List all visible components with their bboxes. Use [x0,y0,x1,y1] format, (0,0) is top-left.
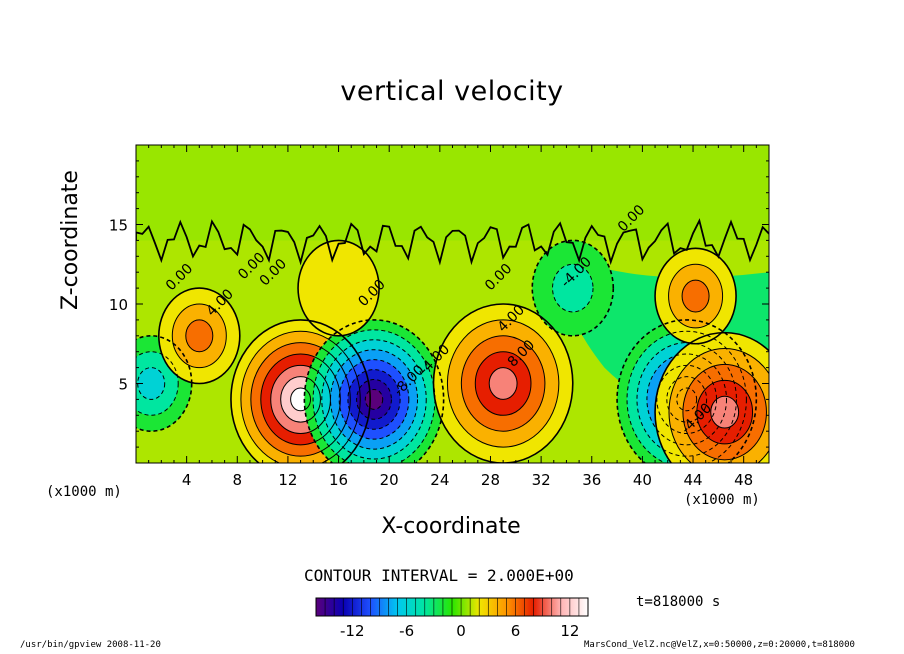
x-tick-label: 36 [582,471,601,489]
contour-3-4 [338,359,410,440]
contour-6-4 [710,395,740,429]
contour-6-2 [682,363,767,461]
contour-4-3 [474,351,532,416]
x-tick-label: 24 [430,471,449,489]
x-tick-label: 44 [683,471,702,489]
x-unit-label-right: (x1000 m) [684,492,760,508]
contour-3-5 [347,369,401,430]
x-tick-label: 40 [633,471,652,489]
contour-3-0 [303,319,445,463]
contour-3-6 [356,379,392,420]
heatmap-field [136,145,769,463]
colorbar: -12 -6 0 6 12 [315,597,589,640]
contour-5-6 [676,387,698,412]
colorbar-tick-label: 12 [560,622,579,640]
x-axis-label-text: X-coordinate [381,514,521,539]
contour-5-5 [666,376,708,423]
contour-6-3 [696,379,754,445]
contour-5-3 [646,353,727,446]
contour-0-1 [136,351,179,416]
contour-9-0 [297,239,380,337]
feature-0-level-2 [137,367,165,400]
contour-5-0 [616,319,758,463]
contour-5-1 [626,330,747,463]
contour-2-0 [230,319,371,463]
contour-8-1 [552,263,594,313]
feature-1-level-2 [185,319,213,352]
contour-3-7 [364,388,384,410]
y-axis-label: Z-coordinate [58,170,83,310]
contour-4-2 [460,335,546,432]
x-unit-label-left: (x1000 m) [46,484,122,500]
feature-7-level-2 [682,280,710,312]
feature-9-level-0 [298,240,380,336]
contour-lines [136,218,769,463]
contour-3-3 [329,349,419,450]
contour-2-4 [270,364,331,434]
footer-right: MarsCond_VelZ.nc@VelZ,x=0:50000,z=0:2000… [584,640,855,650]
time-label: t=818000 s [636,594,721,610]
contour-4-0 [432,303,574,463]
x-tick-label: 8 [233,471,243,489]
contour-2-6 [290,387,312,412]
contour-7-0 [654,247,737,345]
y-tick-label: 15 [109,217,128,235]
upper-band [136,145,769,241]
x-tick-label: 20 [380,471,399,489]
colorbar-tick-label: -12 [340,622,365,640]
x-tick-label: 4 [182,471,192,489]
contour-2-3 [260,353,341,446]
feature-4-level-4 [489,367,518,400]
x-tick-label: 12 [278,471,297,489]
contour-6-0 [654,331,769,463]
y-tick-label: 5 [118,376,128,394]
footer-left: /usr/bin/gpview 2008-11-20 [20,640,161,650]
colorbar-tick-label: -6 [399,622,414,640]
contour-1-1 [171,303,227,369]
x-axis-label: X-coordinate [0,514,904,539]
colorbar-tick-label: 6 [511,622,521,640]
y-tick-label: 10 [109,296,128,314]
contour-4-4 [488,367,518,400]
feature-8-level-1 [552,264,594,312]
colorbar-tick-label: 0 [456,622,466,640]
contour-3-2 [321,339,427,460]
contour-8-0 [531,239,615,337]
feature-6-level-4 [710,396,739,429]
contour-7-2 [681,279,710,313]
contour-7-1 [668,263,724,329]
x-tick-label: 48 [734,471,753,489]
contour-4-1 [446,319,560,448]
zero-contour [136,218,769,266]
contour-2-5 [280,376,321,423]
x-tick-label: 32 [532,471,551,489]
contour-1-2 [185,319,214,353]
x-tick-label: 16 [329,471,348,489]
x-tick-label: 28 [481,471,500,489]
contour-6-1 [668,348,769,463]
contour-5-2 [636,342,737,457]
contour-1-0 [157,287,241,385]
contour-interval-text: CONTOUR INTERVAL = 2.000E+00 [304,566,574,585]
contour-2-2 [250,342,351,457]
chart-title: vertical velocity [340,76,564,107]
contour-2-1 [240,330,361,463]
